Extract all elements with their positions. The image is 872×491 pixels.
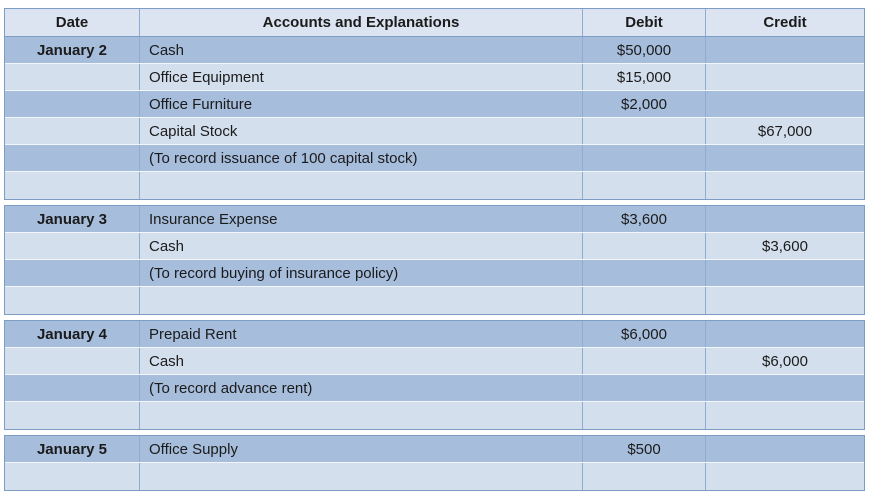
- journal-row: Capital Stock $67,000: [5, 118, 864, 145]
- header-credit: Credit: [763, 14, 807, 31]
- credit-cell: [706, 206, 864, 232]
- date-cell: [5, 145, 140, 171]
- journal-row: Office Furniture $2,000: [5, 91, 864, 118]
- journal-row: Cash $3,600: [5, 233, 864, 260]
- date-cell: [5, 375, 140, 401]
- journal-table: Date Accounts and Explanations Debit Cre…: [4, 8, 865, 491]
- journal-row: January 2 Cash $50,000: [5, 37, 864, 64]
- entry-block: January 2 Cash $50,000 Office Equipment $15,…: [4, 36, 865, 200]
- debit-cell: [583, 287, 706, 314]
- credit-cell: $67,000: [757, 122, 813, 140]
- credit-cell: $3,600: [762, 237, 808, 255]
- journal-row: [5, 463, 864, 490]
- debit-cell: $500: [583, 436, 706, 462]
- journal-row: January 5 Office Supply $500: [5, 436, 864, 463]
- credit-cell: [706, 436, 864, 462]
- account-cell: Office Supply: [140, 436, 583, 462]
- debit-cell: $2,000: [583, 91, 706, 117]
- date-cell: [5, 91, 140, 117]
- credit-cell: [706, 375, 864, 401]
- debit-cell: [583, 402, 706, 429]
- date-cell: January 5: [5, 436, 140, 462]
- journal-row: January 4 Prepaid Rent $6,000: [5, 321, 864, 348]
- date-cell: [5, 348, 140, 374]
- header-block: Date Accounts and Explanations Debit Cre…: [4, 8, 865, 37]
- journal-row: January 3 Insurance Expense $3,600: [5, 206, 864, 233]
- account-cell: (To record advance rent): [140, 375, 583, 401]
- account-cell: Cash: [140, 233, 583, 259]
- date-cell: January 4: [5, 321, 140, 347]
- journal-row: (To record issuance of 100 capital stock…: [5, 145, 864, 172]
- credit-cell: [706, 287, 864, 314]
- credit-cell: [706, 145, 864, 171]
- journal-row: (To record advance rent): [5, 375, 864, 402]
- page: { "colors": { "header_bg": "#dbe4f0", "r…: [4, 8, 865, 491]
- account-cell: [140, 402, 583, 429]
- account-cell: (To record issuance of 100 capital stock…: [140, 145, 583, 171]
- debit-cell: $15,000: [583, 64, 706, 90]
- credit-cell: [706, 463, 864, 490]
- journal-row: Office Equipment $15,000: [5, 64, 864, 91]
- debit-cell: [583, 145, 706, 171]
- account-cell: Prepaid Rent: [140, 321, 583, 347]
- credit-cell: [706, 64, 864, 90]
- journal-row: (To record buying of insurance policy): [5, 260, 864, 287]
- account-cell: (To record buying of insurance policy): [140, 260, 583, 286]
- journal-entries: January 2 Cash $50,000 Office Equipment $15,…: [4, 36, 865, 491]
- credit-cell: [706, 260, 864, 286]
- date-cell: [5, 118, 140, 144]
- journal-row: [5, 287, 864, 314]
- account-cell: Insurance Expense: [140, 206, 583, 232]
- account-cell: [140, 463, 583, 490]
- account-cell: Cash: [140, 37, 583, 63]
- credit-cell: [706, 37, 864, 63]
- header-date: Date: [5, 9, 140, 36]
- account-cell: [140, 287, 583, 314]
- date-cell: [5, 172, 140, 199]
- credit-cell: [706, 172, 864, 199]
- header-row: Date Accounts and Explanations Debit Cre…: [5, 9, 864, 36]
- debit-cell: [583, 233, 706, 259]
- account-cell: [140, 172, 583, 199]
- debit-cell: $6,000: [583, 321, 706, 347]
- debit-cell: $50,000: [583, 37, 706, 63]
- entry-block: January 4 Prepaid Rent $6,000 Cash $6,000 (To…: [4, 320, 865, 430]
- date-cell: [5, 287, 140, 314]
- debit-cell: [583, 260, 706, 286]
- debit-cell: [583, 463, 706, 490]
- date-cell: [5, 463, 140, 490]
- journal-row: Cash $6,000: [5, 348, 864, 375]
- date-cell: January 2: [5, 37, 140, 63]
- journal-row: [5, 172, 864, 199]
- debit-cell: [583, 348, 706, 374]
- credit-cell: [706, 91, 864, 117]
- entry-block: January 3 Insurance Expense $3,600 Cash $3,6…: [4, 205, 865, 315]
- account-cell: Capital Stock: [140, 118, 583, 144]
- debit-cell: $3,600: [583, 206, 706, 232]
- journal-row: [5, 402, 864, 429]
- date-cell: [5, 260, 140, 286]
- credit-cell: [706, 402, 864, 429]
- account-cell: Office Equipment: [140, 64, 583, 90]
- date-cell: [5, 64, 140, 90]
- header-debit: Debit: [583, 9, 706, 36]
- debit-cell: [583, 172, 706, 199]
- header-accounts-and-explanations: Accounts and Explanations: [140, 9, 583, 36]
- date-cell: January 3: [5, 206, 140, 232]
- entry-block: January 5 Office Supply $500: [4, 435, 865, 491]
- credit-cell: $6,000: [762, 352, 808, 370]
- date-cell: [5, 233, 140, 259]
- credit-cell: [706, 321, 864, 347]
- account-cell: Office Furniture: [140, 91, 583, 117]
- debit-cell: [583, 375, 706, 401]
- date-cell: [5, 402, 140, 429]
- account-cell: Cash: [140, 348, 583, 374]
- debit-cell: [583, 118, 706, 144]
